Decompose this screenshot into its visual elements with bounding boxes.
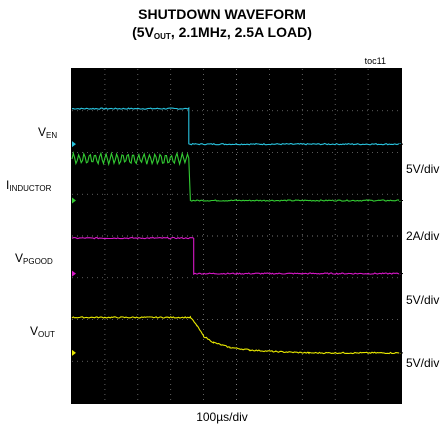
ground-marker-inductor: [72, 197, 76, 204]
subtitle-subscript: OUT: [153, 32, 171, 41]
trace-inductor: [71, 151, 402, 202]
label-vpgood-sub: PGOOD: [23, 257, 53, 266]
label-iinductor-main: I: [6, 178, 10, 192]
label-ven-main: V: [38, 125, 47, 139]
trace-pgood: [71, 236, 402, 276]
ground-marker-en: [72, 141, 76, 148]
label-iinductor: IINDUCTOR: [6, 178, 51, 193]
trace-out: [71, 315, 402, 355]
ground-marker-out: [72, 349, 76, 356]
label-vout: VOUT: [30, 324, 55, 339]
x-axis-scale: 100µs/div: [196, 410, 248, 424]
subtitle-prefix: (5V: [132, 24, 154, 40]
chart-title: SHUTDOWN WAVEFORM: [138, 6, 306, 22]
scale-iinductor: 2A/div: [406, 229, 440, 243]
label-ven: VEN: [38, 125, 57, 140]
label-vpgood: VPGOOD: [15, 251, 53, 266]
subtitle-suffix: , 2.1MHz, 2.5A LOAD): [170, 24, 312, 40]
scale-vout: 5V/div: [406, 356, 440, 370]
label-vpgood-main: V: [15, 251, 24, 265]
figure-tag: toc11: [364, 56, 386, 66]
trace-en: [71, 107, 402, 146]
chart-subtitle: (5VOUT, 2.1MHz, 2.5A LOAD): [0, 24, 444, 45]
label-vout-sub: OUT: [38, 330, 55, 339]
ground-marker-pgood: [72, 270, 76, 277]
scale-vpgood: 5V/div: [406, 293, 440, 307]
label-iinductor-sub: INDUCTOR: [9, 184, 52, 193]
label-ven-sub: EN: [46, 131, 58, 140]
label-vout-main: V: [30, 324, 39, 338]
scale-ven: 5V/div: [406, 162, 440, 176]
